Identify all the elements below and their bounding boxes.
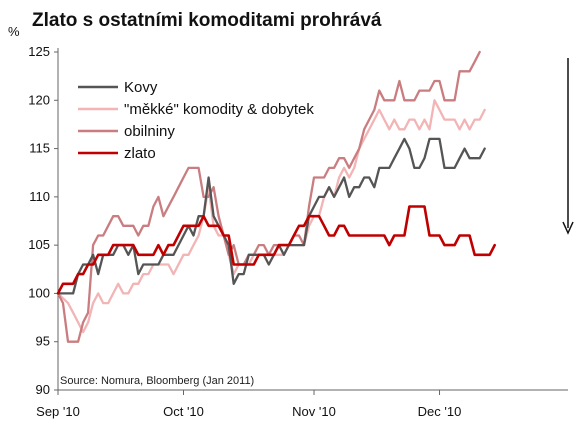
decline-arrow-head [562, 221, 574, 235]
decline-arrow [562, 58, 574, 235]
x-tick-label: Dec '10 [418, 404, 462, 419]
y-unit-label: % [8, 24, 20, 39]
y-tick-label: 110 [29, 189, 50, 204]
y-axis: 90 95 100 105 110 115 120 125 [28, 44, 59, 397]
y-tick-label: 100 [28, 285, 50, 300]
y-tick-label: 90 [36, 382, 50, 397]
x-tick-label: Sep '10 [36, 404, 80, 419]
source-note: Source: Nomura, Bloomberg (Jan 2011) [60, 375, 254, 387]
x-tick-label: Nov '10 [292, 404, 336, 419]
series-line-kovy [56, 137, 486, 295]
y-tick-label: 105 [28, 237, 50, 252]
x-tick-label: Oct '10 [163, 404, 204, 419]
y-tick-label: 115 [29, 141, 50, 156]
legend-label-obilniny: obilniny [124, 123, 175, 140]
y-tick-label: 120 [28, 92, 50, 107]
x-axis: Sep '10 Oct '10 Nov '10 Dec '10 [36, 389, 568, 419]
legend-label-kovy: Kovy [124, 79, 158, 96]
chart-title: Zlato s ostatními komoditami prohrává [32, 10, 382, 31]
legend-label-zlato: zlato [124, 145, 156, 162]
legend: Kovy "měkké" komodity & dobytek obilniny… [78, 79, 314, 162]
y-tick-label: 125 [28, 44, 50, 59]
series-line-obilniny [56, 50, 481, 343]
legend-label-soft-commodities: "měkké" komodity & dobytek [124, 101, 314, 118]
y-tick-label: 95 [36, 334, 50, 349]
series-line-zlato [56, 205, 497, 295]
series-line-soft-commodities [56, 99, 486, 334]
series-lines [56, 50, 497, 343]
